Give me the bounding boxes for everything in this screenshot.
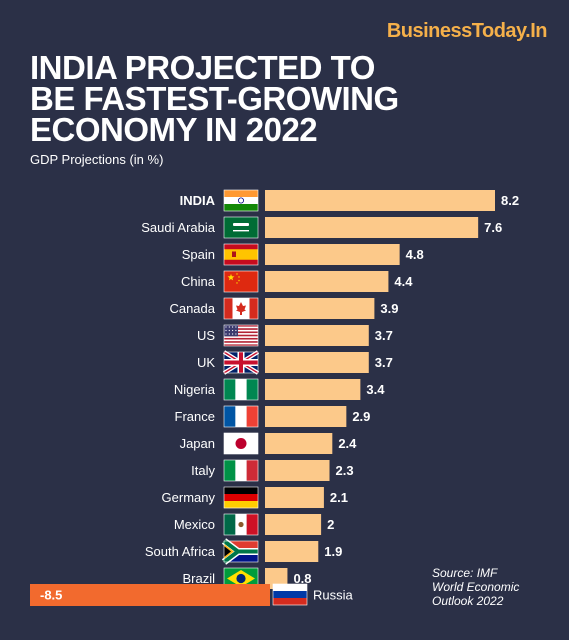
bar-uk: [265, 352, 369, 373]
category-label-china: China: [181, 274, 216, 289]
bar-germany: [265, 487, 324, 508]
france-flag-icon: [223, 405, 259, 428]
spain-flag-icon: [223, 243, 259, 266]
uk-flag-icon: [222, 350, 260, 375]
category-label-india: INDIA: [180, 193, 216, 208]
bar-japan: [265, 433, 333, 454]
germany-flag-icon: [223, 486, 259, 509]
value-label-mexico: 2: [327, 517, 334, 532]
bar-italy: [265, 460, 330, 481]
value-label-uk: 3.7: [375, 355, 393, 370]
source-line-3: Outlook 2022: [432, 594, 504, 608]
canada-flag-icon: [223, 297, 259, 320]
brand-logo: BusinessToday.In: [386, 20, 548, 42]
value-label-canada: 3.9: [380, 301, 398, 316]
value-label-china: 4.4: [394, 274, 413, 289]
italy-flag-icon: [223, 459, 259, 482]
category-label-italy: Italy: [191, 463, 215, 478]
category-label-canada: Canada: [169, 301, 215, 316]
chart-subtitle: GDP Projections (in %): [30, 152, 164, 167]
value-label-us: 3.7: [375, 328, 393, 343]
category-label-germany: Germany: [162, 490, 216, 505]
value-label-italy: 2.3: [336, 463, 354, 478]
value-label-brazil: 0.8: [293, 571, 311, 586]
category-label-france: France: [175, 409, 215, 424]
chart-title-line-1: INDIA PROJECTED TO: [30, 49, 375, 86]
value-label-russia: -8.5: [40, 588, 62, 603]
category-label-mexico: Mexico: [174, 517, 215, 532]
japan-flag-icon: [223, 432, 259, 455]
bar-france: [265, 406, 347, 427]
value-label-japan: 2.4: [338, 436, 357, 451]
value-label-nigeria: 3.4: [366, 382, 385, 397]
value-label-germany: 2.1: [330, 490, 348, 505]
value-label-france: 2.9: [352, 409, 370, 424]
bar-saudi-arabia: [265, 217, 479, 238]
value-label-south-africa: 1.9: [324, 544, 342, 559]
category-label-us: US: [197, 328, 215, 343]
bar-mexico: [265, 514, 322, 535]
source-line-1: Source: IMF: [432, 566, 498, 580]
category-label-south-africa: South Africa: [145, 544, 216, 559]
value-label-saudi-arabia: 7.6: [484, 220, 502, 235]
nigeria-flag-icon: [223, 378, 259, 401]
south-africa-flag-icon: [221, 538, 259, 565]
bar-russia: [30, 584, 270, 606]
china-flag-icon: [223, 270, 259, 293]
brazil-flag-icon: [223, 567, 259, 590]
source-note: Source: IMF World Economic Outlook 2022: [432, 566, 562, 608]
chart-title: INDIA PROJECTED TO BE FASTEST-GROWING EC…: [30, 49, 550, 148]
bar-canada: [265, 298, 375, 319]
chart-title-line-3: ECONOMY IN 2022: [30, 111, 318, 148]
india-flag-icon: [223, 189, 259, 212]
saudi-arabia-flag-icon: [223, 216, 259, 239]
category-label-brazil: Brazil: [182, 571, 215, 586]
bar-spain: [265, 244, 400, 265]
bar-china: [265, 271, 389, 292]
chart-title-line-2: BE FASTEST-GROWING: [30, 80, 399, 117]
value-label-india: 8.2: [501, 193, 519, 208]
category-label-japan: Japan: [180, 436, 215, 451]
bar-south-africa: [265, 541, 319, 562]
category-label-saudi-arabia: Saudi Arabia: [141, 220, 215, 235]
source-line-2: World Economic: [432, 580, 520, 594]
category-label-spain: Spain: [182, 247, 215, 262]
us-flag-icon: [223, 324, 259, 347]
russia-flag-icon: [272, 583, 308, 606]
bar-india: [265, 190, 495, 211]
value-label-spain: 4.8: [406, 247, 424, 262]
category-label-russia: Russia: [313, 588, 354, 603]
bar-us: [265, 325, 369, 346]
bar-nigeria: [265, 379, 361, 400]
mexico-flag-icon: [223, 513, 259, 536]
category-label-uk: UK: [197, 355, 215, 370]
category-label-nigeria: Nigeria: [174, 382, 216, 397]
